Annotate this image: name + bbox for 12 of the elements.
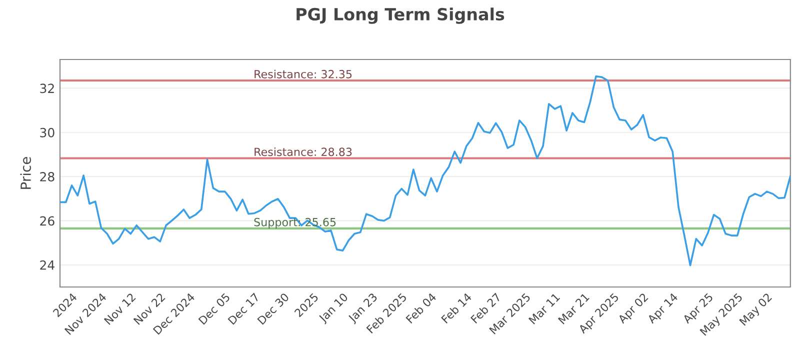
x-tick-label: Jan 10 — [318, 292, 350, 324]
ref-line-label: Resistance: 32.35 — [254, 70, 352, 78]
y-tick-label: 28 — [40, 172, 54, 182]
y-tick-label: 30 — [40, 128, 54, 138]
y-tick-label: 32 — [40, 84, 54, 94]
chart-title: PGJ Long Term Signals — [296, 8, 504, 24]
y-tick-label: 24 — [40, 260, 54, 270]
y-axis-title: Price — [20, 157, 31, 189]
x-tick-label: Dec 30 — [257, 292, 290, 325]
ref-line-label: Resistance: 28.83 — [254, 147, 352, 156]
y-tick-label: 26 — [40, 216, 54, 226]
x-tick-label: Feb 04 — [405, 292, 437, 324]
